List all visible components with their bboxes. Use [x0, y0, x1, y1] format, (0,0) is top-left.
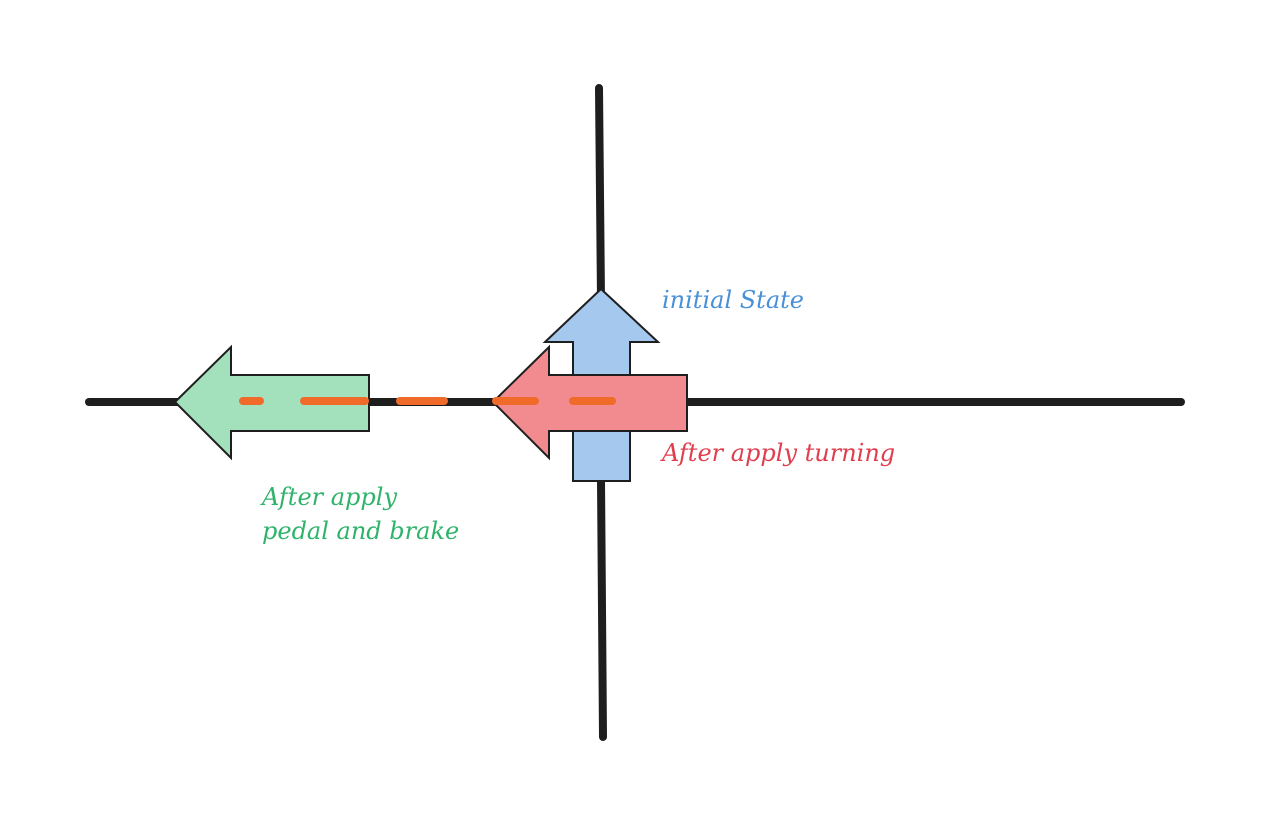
after-pedal-brake-label: After apply pedal and brake [262, 480, 459, 548]
vertical-axis-bottom [597, 476, 607, 741]
after-pedal-brake-label-line1: After apply [262, 483, 398, 511]
after-pedal-brake-label-line2: pedal and brake [262, 517, 460, 545]
initial-state-label: initial State [662, 286, 804, 314]
after-turning-label: After apply turning [662, 439, 896, 467]
after-pedal-brake-arrow [173, 344, 370, 461]
vertical-axis-top [595, 84, 605, 304]
